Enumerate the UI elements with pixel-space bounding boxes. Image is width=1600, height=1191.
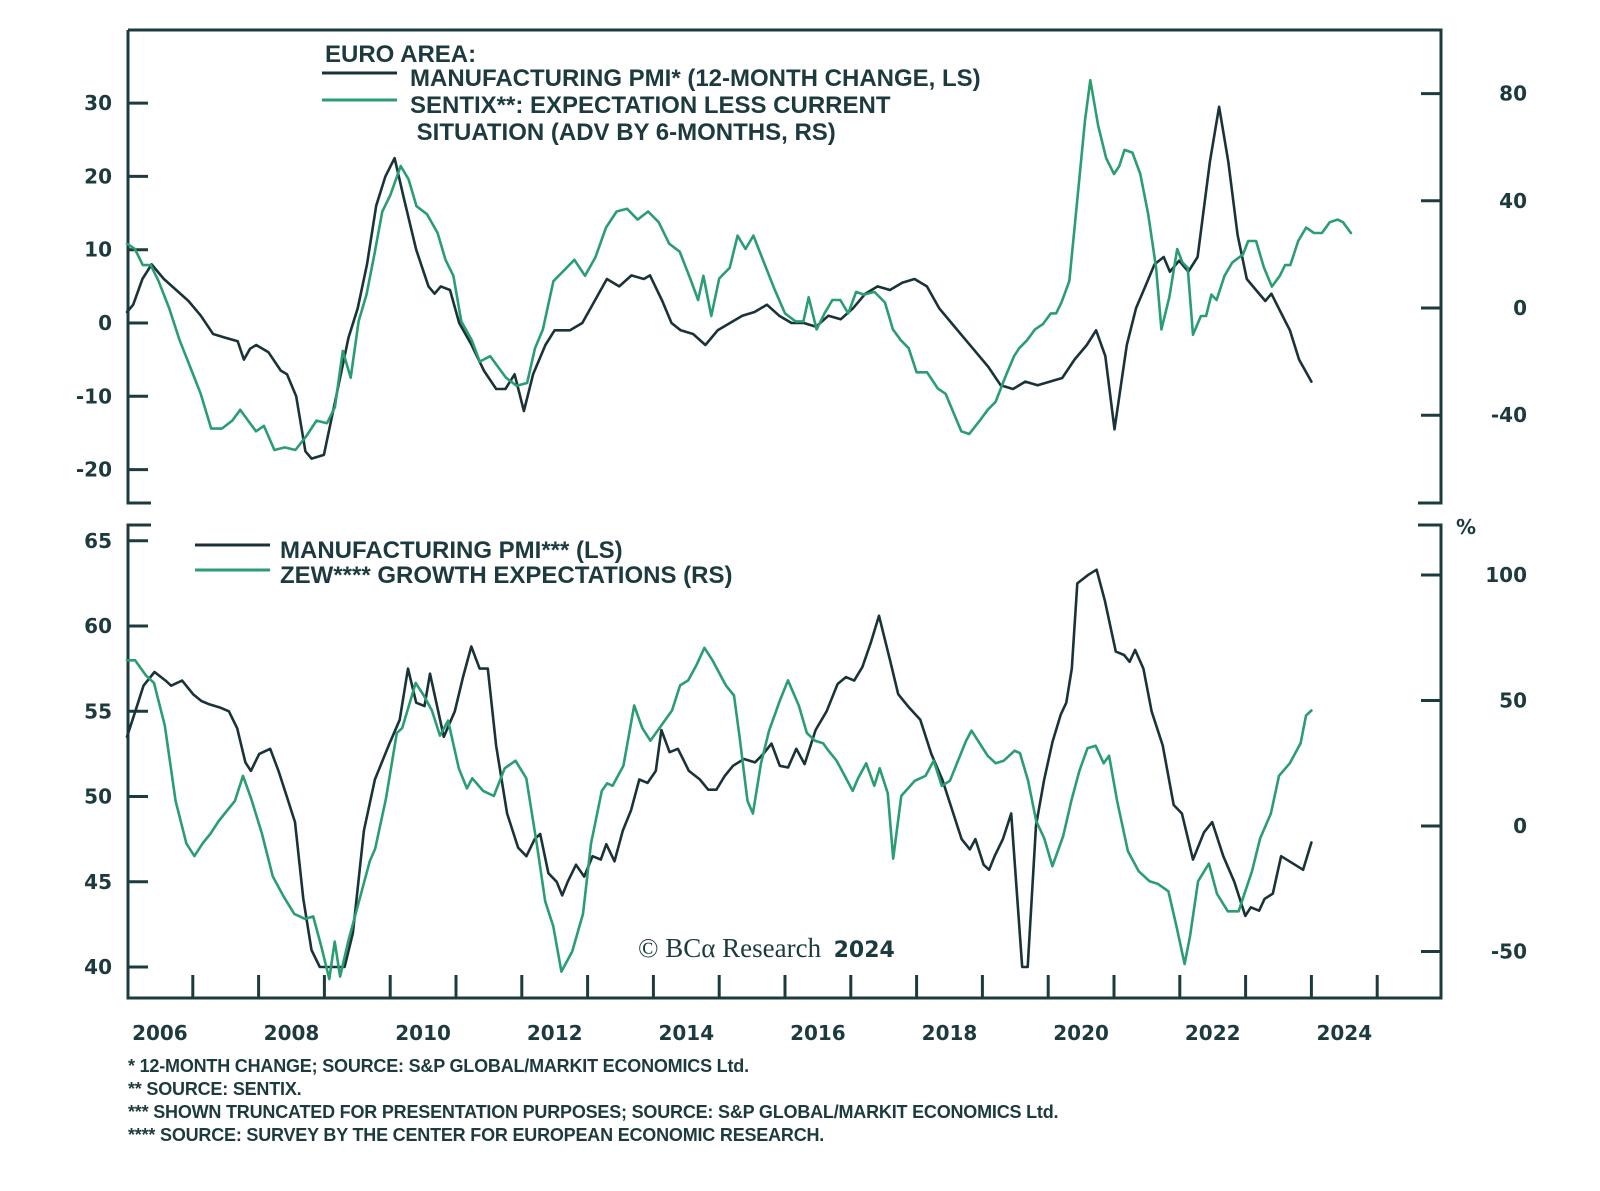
y-tick-label-left: 20 <box>84 164 112 188</box>
bottom-panel: 65 60 55 50 45 40 100 50 0 -50 % MANUFACTURING P… <box>84 515 1527 1000</box>
x-tick-label: 2018 <box>922 1021 978 1045</box>
y-tick-label-left: 50 <box>84 785 112 809</box>
y-tick-label-right: -50 <box>1491 940 1527 964</box>
series-line-dark-bottom <box>125 568 1313 969</box>
y-tick-label-left: 30 <box>84 91 112 115</box>
watermark-brand: © BCα Research <box>638 933 822 963</box>
x-tick-label: 2020 <box>1053 1021 1109 1045</box>
x-tick-label: 2008 <box>264 1021 320 1045</box>
x-tick-label: 2022 <box>1185 1021 1241 1045</box>
series-line-green-top <box>125 78 1353 452</box>
series-line-dark-top <box>125 105 1313 460</box>
y-tick-label-left: 10 <box>84 238 112 262</box>
x-tick-label: 2006 <box>132 1021 188 1045</box>
y-tick-label-right: 80 <box>1499 82 1527 106</box>
top-legend-pmi-change: MANUFACTURING PMI* (12-MONTH CHANGE, LS) <box>410 65 981 92</box>
y-tick-label-left: -20 <box>76 458 112 482</box>
y-tick-label-right: -40 <box>1491 403 1527 427</box>
bottom-legend-pmi: MANUFACTURING PMI*** (LS) <box>280 537 623 564</box>
y-tick-label-left: 40 <box>84 955 112 979</box>
y-tick-label-right: 40 <box>1499 189 1527 213</box>
y-tick-label-right: 0 <box>1513 296 1527 320</box>
footnote-4: **** SOURCE: SURVEY BY THE CENTER FOR EU… <box>128 1125 825 1145</box>
top-panel: 30 20 10 0 -10 -20 80 40 0 -40 EURO AREA: MANUFA… <box>76 28 1527 505</box>
x-tick-label: 2014 <box>658 1021 714 1045</box>
y-tick-label-left: 45 <box>84 870 112 894</box>
top-legend-title: EURO AREA: <box>325 41 476 68</box>
y-tick-label-right: 100 <box>1485 563 1527 587</box>
y-tick-label-left: 60 <box>84 614 112 638</box>
watermark-year: 2024 <box>834 938 895 963</box>
watermark: © BCα Research 2024 <box>638 933 895 963</box>
y-tick-label-left: 55 <box>84 699 112 723</box>
x-tick-label: 2012 <box>527 1021 583 1045</box>
y-tick-label-left: -10 <box>76 384 112 408</box>
footnote-1: * 12-MONTH CHANGE; SOURCE: S&P GLOBAL/MA… <box>128 1056 749 1076</box>
top-legend-sentix: SENTIX**: EXPECTATION LESS CURRENT <box>410 92 891 119</box>
series-line-green-bottom <box>125 646 1313 981</box>
y-tick-label-left: 0 <box>98 311 112 335</box>
x-tick-label: 2024 <box>1316 1021 1372 1045</box>
y-tick-label-right: 50 <box>1499 689 1527 713</box>
bottom-panel-frame <box>126 523 1443 1000</box>
x-tick-label: 2010 <box>395 1021 451 1045</box>
bottom-legend-zew: ZEW**** GROWTH EXPECTATIONS (RS) <box>280 562 732 589</box>
footnote-2: ** SOURCE: SENTIX. <box>128 1079 302 1099</box>
x-tick-label: 2016 <box>790 1021 846 1045</box>
footnote-3: *** SHOWN TRUNCATED FOR PRESENTATION PUR… <box>128 1102 1059 1122</box>
y-tick-label-left: 65 <box>84 529 112 553</box>
right-axis-unit-label: % <box>1456 515 1476 539</box>
top-legend-sentix-cont: SITUATION (ADV BY 6-MONTHS, RS) <box>410 119 836 146</box>
y-tick-label-right: 0 <box>1513 814 1527 838</box>
top-panel-frame <box>126 28 1443 505</box>
